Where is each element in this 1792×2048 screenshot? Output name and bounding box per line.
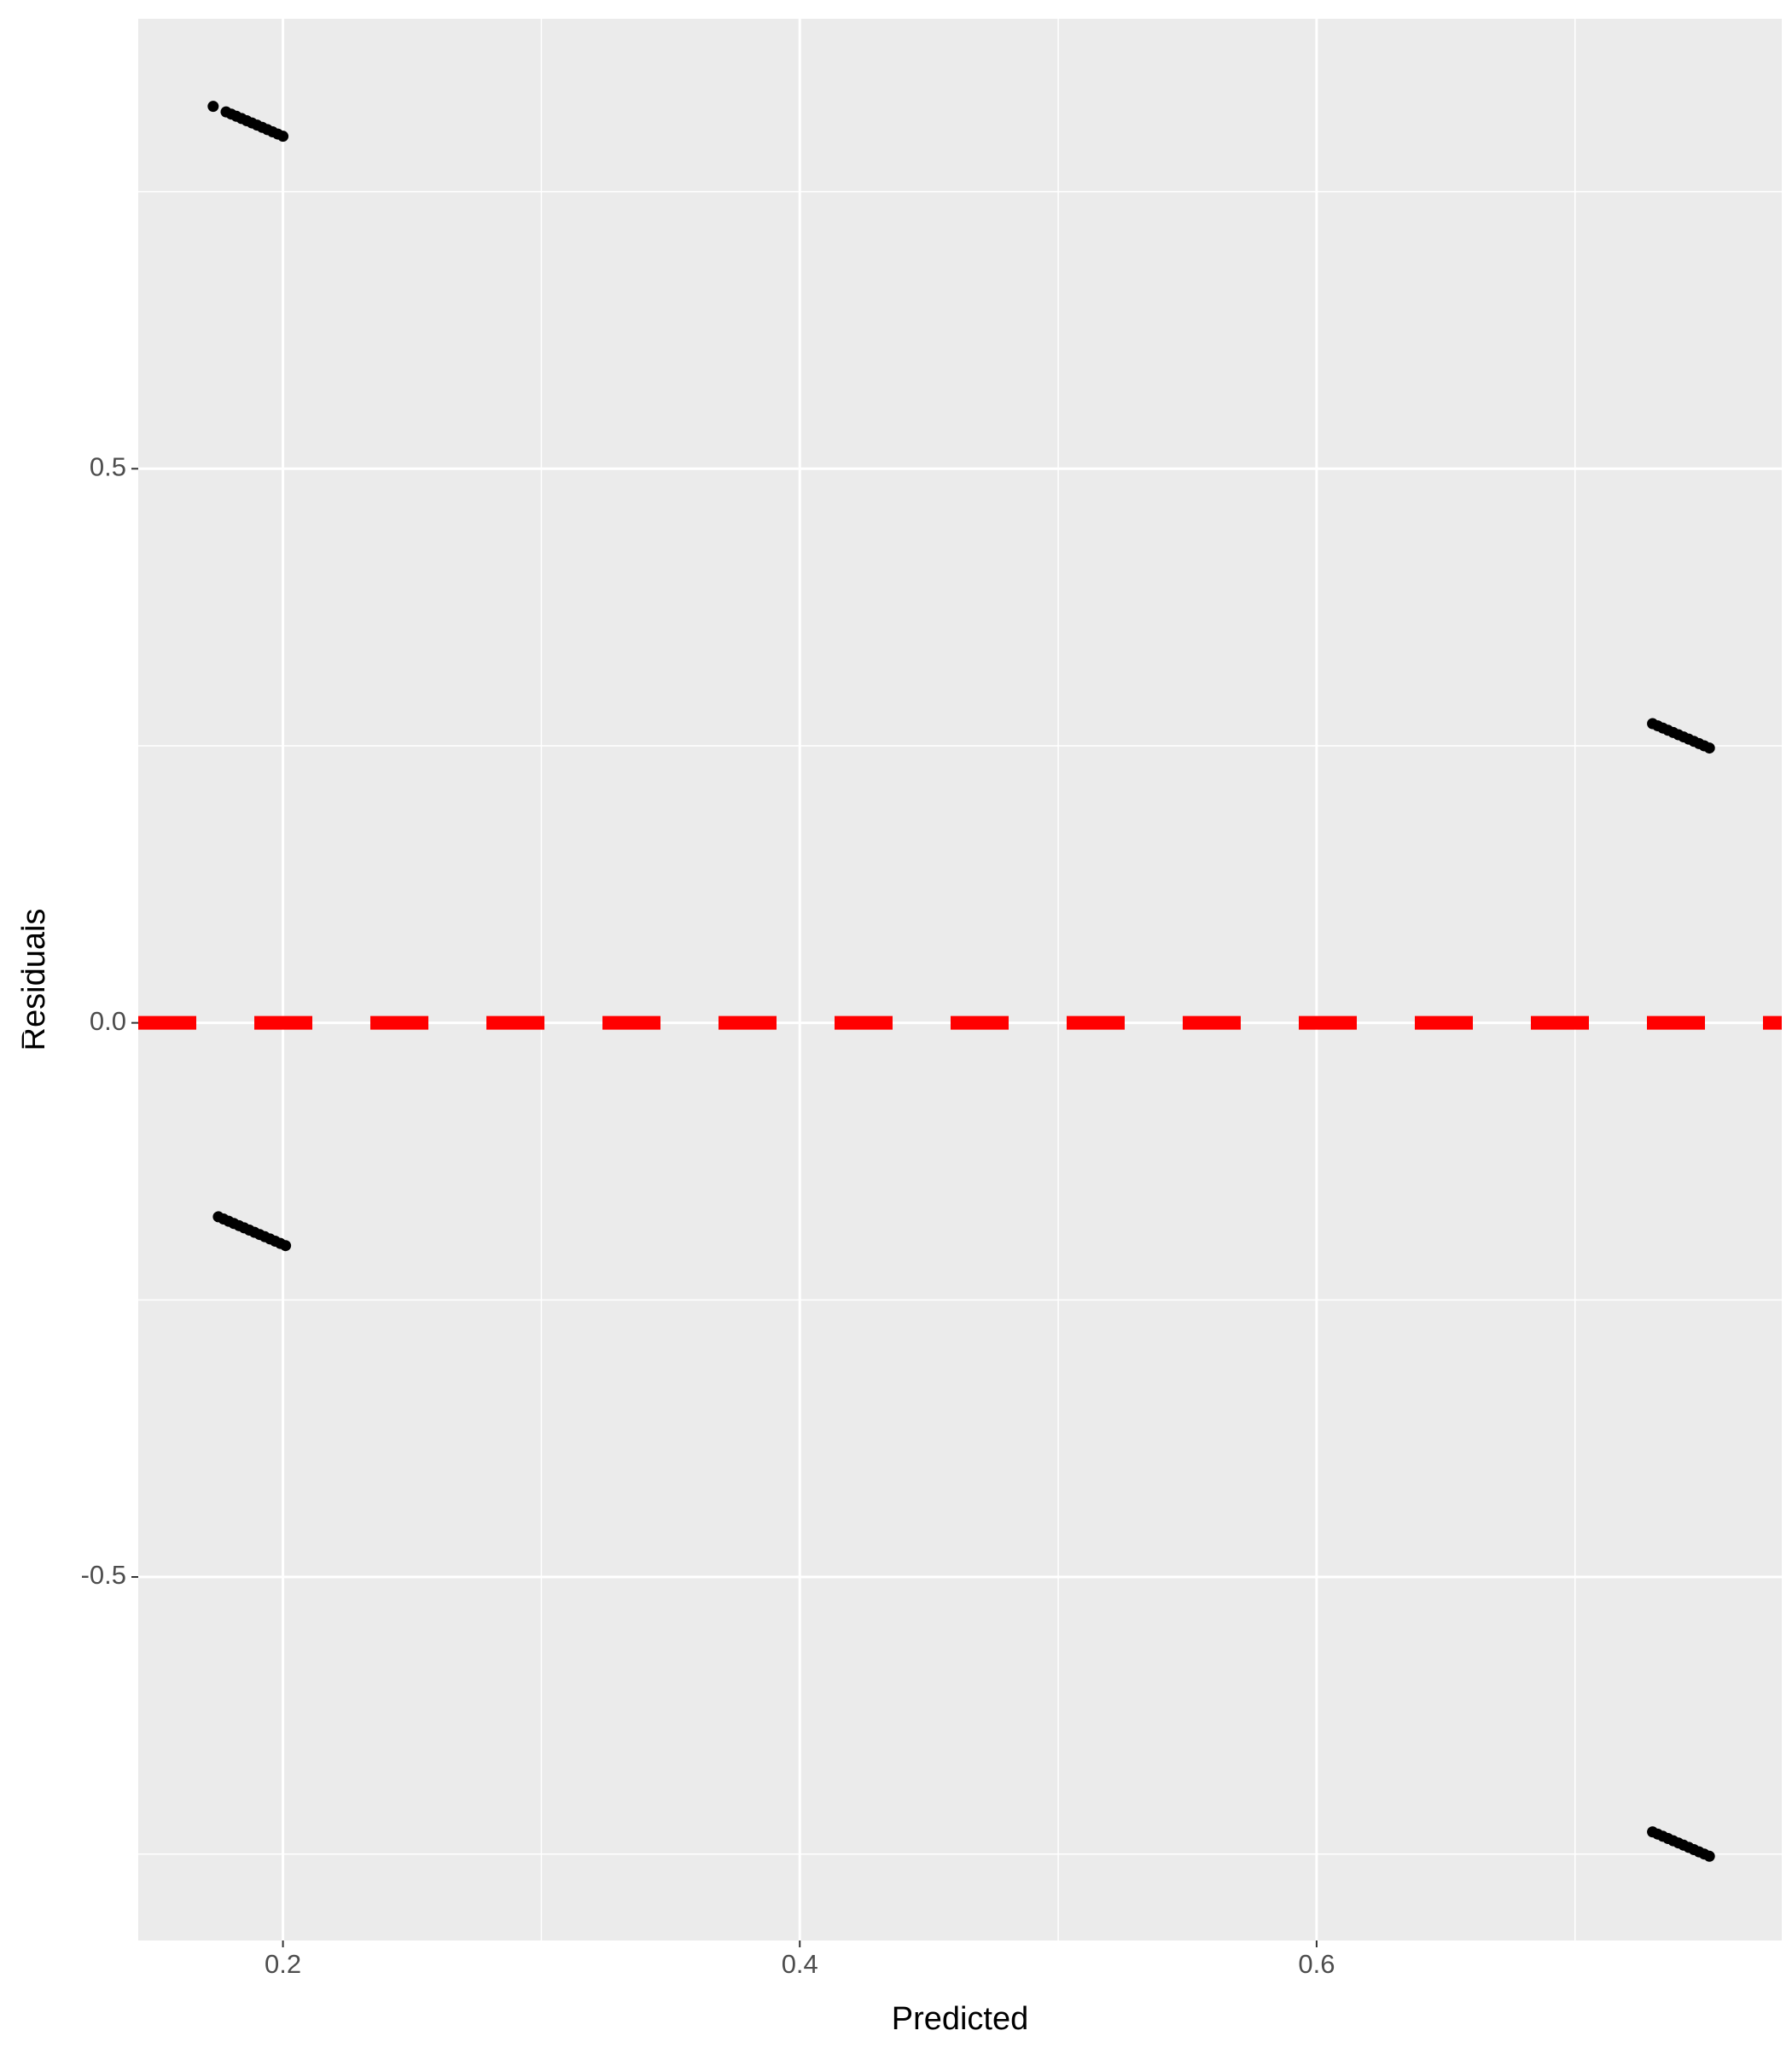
y-tick-label: 0.5 — [90, 451, 126, 481]
point — [280, 1240, 292, 1252]
x-tick-label: 0.2 — [265, 1949, 301, 1979]
panel-background — [138, 19, 1782, 1940]
x-axis-title: Predicted — [892, 2001, 1029, 2037]
point — [207, 101, 219, 113]
y-axis-title: Residuals — [16, 909, 52, 1051]
point — [1703, 1850, 1715, 1862]
y-tick-label: -0.5 — [81, 1560, 126, 1590]
y-tick-label: 0.0 — [90, 1006, 126, 1036]
point — [1703, 742, 1715, 754]
x-tick-label: 0.6 — [1298, 1949, 1335, 1979]
point — [277, 131, 289, 143]
x-tick-label: 0.4 — [782, 1949, 818, 1979]
